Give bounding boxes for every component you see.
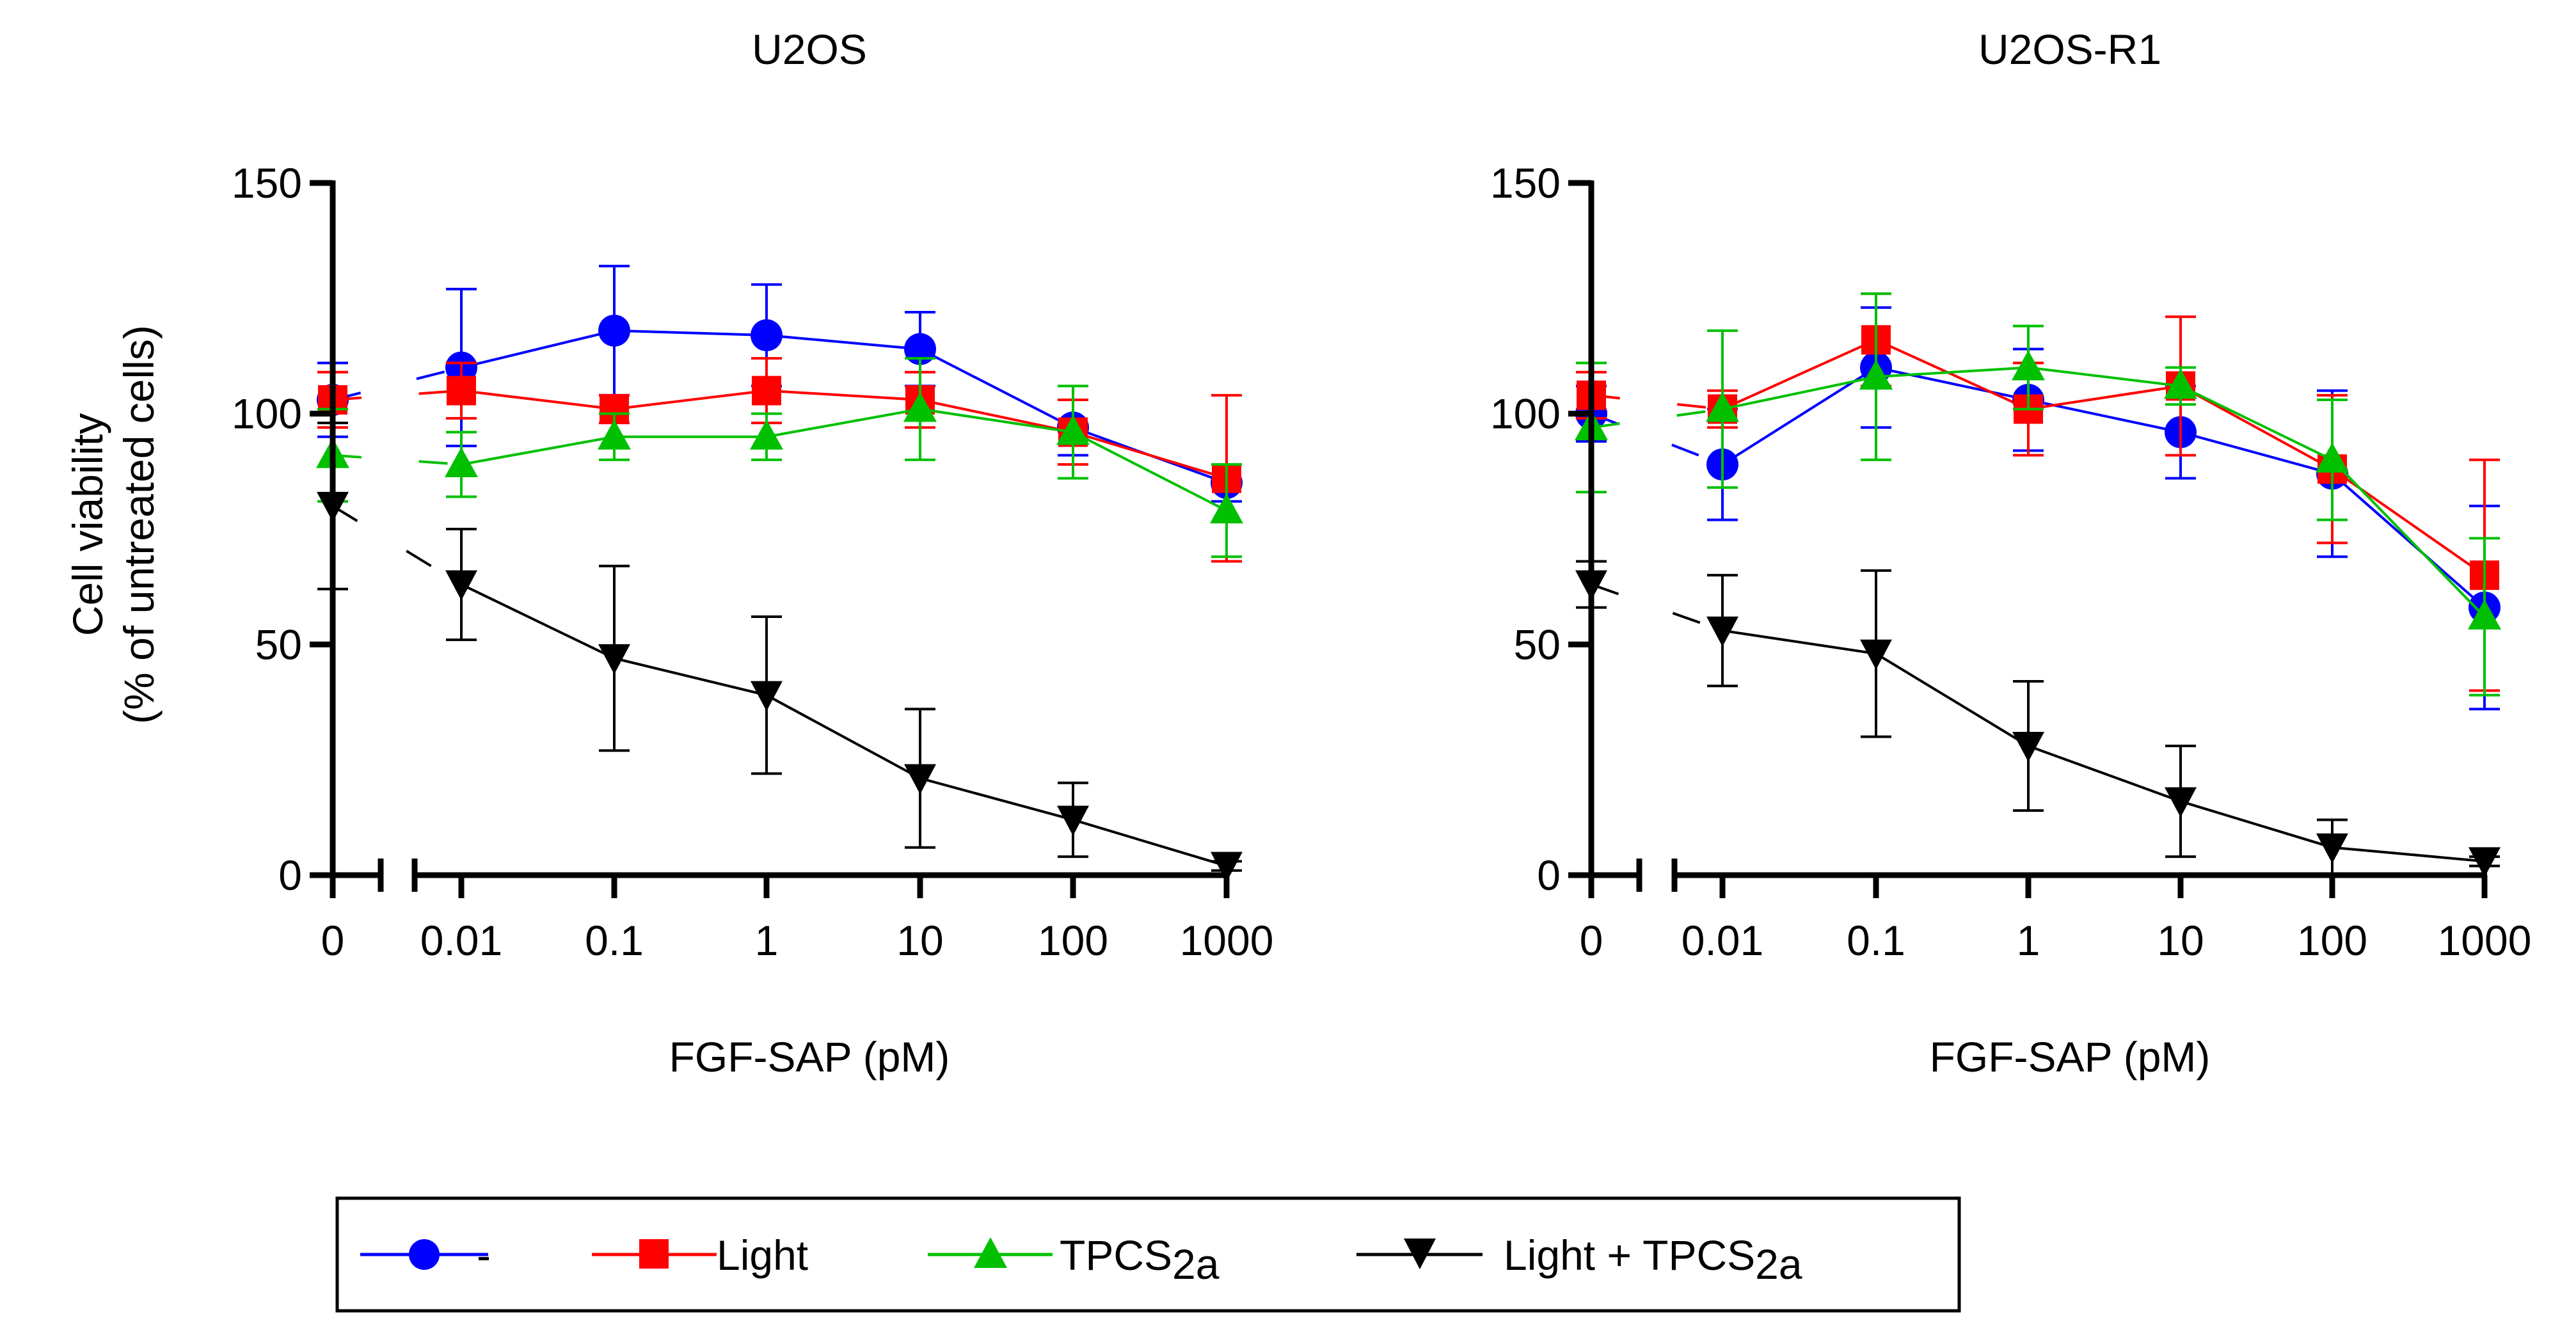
series-line bbox=[1722, 366, 2486, 618]
series-tpcs2a bbox=[316, 357, 1243, 558]
series-break-connector bbox=[332, 366, 462, 401]
data-point-triangle-down bbox=[1706, 616, 1738, 647]
panel-title: U2OS bbox=[752, 26, 867, 73]
data-point-triangle-down bbox=[1057, 805, 1089, 836]
data-point-triangle-down bbox=[1211, 851, 1243, 882]
data-point-triangle-up bbox=[598, 419, 631, 450]
data-point-triangle-up bbox=[903, 392, 937, 422]
data-point-triangle-down bbox=[2469, 847, 2500, 878]
x-tick-label: 0 bbox=[321, 917, 345, 964]
legend-label: - bbox=[477, 1231, 491, 1279]
x-tick-label: 10 bbox=[2157, 917, 2204, 964]
data-point-triangle-up bbox=[1706, 392, 1739, 422]
data-point-circle bbox=[598, 314, 630, 347]
legend-item-light: Light bbox=[592, 1231, 808, 1279]
legend-item-tpcs2a: TPCS2a bbox=[928, 1231, 1220, 1288]
series-break-connector bbox=[1591, 412, 1723, 466]
data-point-triangle-up bbox=[1859, 359, 1893, 390]
data-point-triangle-up bbox=[2164, 368, 2197, 399]
y-tick-label: 100 bbox=[232, 390, 302, 438]
legend-marker-triangle-up bbox=[974, 1237, 1007, 1268]
data-point-triangle-down bbox=[2165, 787, 2197, 818]
legend-marker-triangle-down bbox=[1404, 1239, 1436, 1269]
legend-label: TPCS2a bbox=[1060, 1231, 1220, 1288]
data-point-triangle-up bbox=[2012, 350, 2045, 381]
data-point-triangle-up bbox=[1210, 493, 1243, 524]
y-axis-label-line1: Cell viability bbox=[64, 413, 111, 636]
series-light-tpcs2a bbox=[317, 422, 1243, 882]
data-point-triangle-up bbox=[2468, 599, 2501, 630]
x-tick-label: 1000 bbox=[1180, 917, 1274, 964]
legend-label: Light bbox=[717, 1231, 808, 1279]
data-point-triangle-up bbox=[750, 419, 783, 450]
x-tick-label: 100 bbox=[2297, 917, 2367, 964]
x-tick-label: 1 bbox=[755, 917, 779, 964]
series-break-connector bbox=[1591, 393, 1723, 411]
series-break-connector bbox=[1591, 583, 1723, 632]
data-point-triangle-down bbox=[751, 681, 783, 711]
data-point-triangle-down bbox=[1860, 639, 1892, 670]
series-line bbox=[461, 408, 1227, 512]
series-line bbox=[1721, 366, 2486, 609]
y-tick-label: 50 bbox=[255, 621, 302, 668]
x-tick-label: 100 bbox=[1038, 917, 1108, 964]
x-tick-label: 0.01 bbox=[1682, 917, 1763, 964]
data-point-triangle-down bbox=[598, 644, 630, 674]
x-tick-label: 10 bbox=[896, 917, 943, 964]
series-break-connector bbox=[331, 505, 463, 586]
y-tick-label: 100 bbox=[1490, 390, 1561, 438]
data-point-triangle-down bbox=[2316, 833, 2348, 864]
data-point-circle bbox=[751, 319, 783, 352]
legend-marker-square bbox=[639, 1239, 669, 1269]
data-point-square bbox=[447, 376, 476, 406]
y-axis-label: Cell viability (% of untreated cells) bbox=[64, 325, 163, 724]
series-line bbox=[461, 583, 1227, 867]
series-light-tpcs2a bbox=[1575, 560, 2500, 878]
panel-u2os-r1: U2OS-R1 0 50 100 150 0 0.01 0.1 1 10 100 1000 FGF-… bbox=[1490, 26, 2532, 1081]
x-tick-label: 0.01 bbox=[420, 917, 502, 964]
x-tick-label: 0.1 bbox=[585, 917, 644, 964]
data-point-triangle-up bbox=[1056, 415, 1090, 445]
panel-u2os: U2OS 0 50 100 150 0 0.01 0.1 1 10 100 1000 FGF-SAP… bbox=[232, 26, 1274, 1081]
x-tick-label: 0.1 bbox=[1847, 917, 1905, 964]
legend-label-sub: 2a bbox=[1755, 1240, 1802, 1288]
data-point-triangle-up bbox=[2316, 442, 2349, 473]
y-tick-label: 50 bbox=[1514, 621, 1561, 668]
x-axis-label: FGF-SAP (pM) bbox=[669, 1033, 950, 1081]
series-break-connector bbox=[1591, 408, 1723, 429]
legend-label-main: Light + TPCS bbox=[1504, 1231, 1755, 1279]
x-axis-label: FGF-SAP (pM) bbox=[1930, 1033, 2211, 1081]
y-tick-label: 150 bbox=[1490, 159, 1561, 207]
series-break-connector bbox=[332, 389, 462, 402]
series-tpcs2a bbox=[1575, 292, 2501, 697]
series-line bbox=[461, 329, 1227, 484]
legend-item-light-tpcs2a: Light + TPCS2a bbox=[1356, 1231, 1802, 1288]
data-point-triangle-up bbox=[445, 447, 478, 478]
legend-item-none: - bbox=[360, 1231, 491, 1279]
data-point-triangle-down bbox=[904, 764, 936, 795]
legend: - Light TPCS2a Light + TPCS2a bbox=[335, 1196, 1961, 1313]
y-tick-label: 150 bbox=[232, 159, 302, 207]
series-break-connector bbox=[332, 454, 462, 466]
legend-label: Light + TPCS2a bbox=[1504, 1231, 1802, 1288]
panel-title: U2OS-R1 bbox=[1978, 26, 2161, 73]
legend-label-main: TPCS bbox=[1060, 1231, 1172, 1279]
x-tick-label: 0 bbox=[1580, 917, 1603, 964]
y-axis-label-line2: (% of untreated cells) bbox=[115, 325, 163, 724]
legend-marker-circle bbox=[409, 1239, 440, 1270]
data-point-triangle-down bbox=[2012, 732, 2044, 763]
legend-label-sub: 2a bbox=[1172, 1240, 1220, 1288]
x-tick-label: 1000 bbox=[2438, 917, 2532, 964]
x-tick-label: 1 bbox=[2017, 917, 2040, 964]
y-tick-label: 0 bbox=[278, 851, 302, 899]
data-point-square bbox=[752, 376, 781, 406]
data-point-triangle-down bbox=[445, 570, 477, 601]
series-line bbox=[1722, 338, 2486, 576]
y-tick-label: 0 bbox=[1537, 851, 1561, 899]
series-line bbox=[461, 389, 1227, 480]
series-line bbox=[1722, 629, 2485, 863]
